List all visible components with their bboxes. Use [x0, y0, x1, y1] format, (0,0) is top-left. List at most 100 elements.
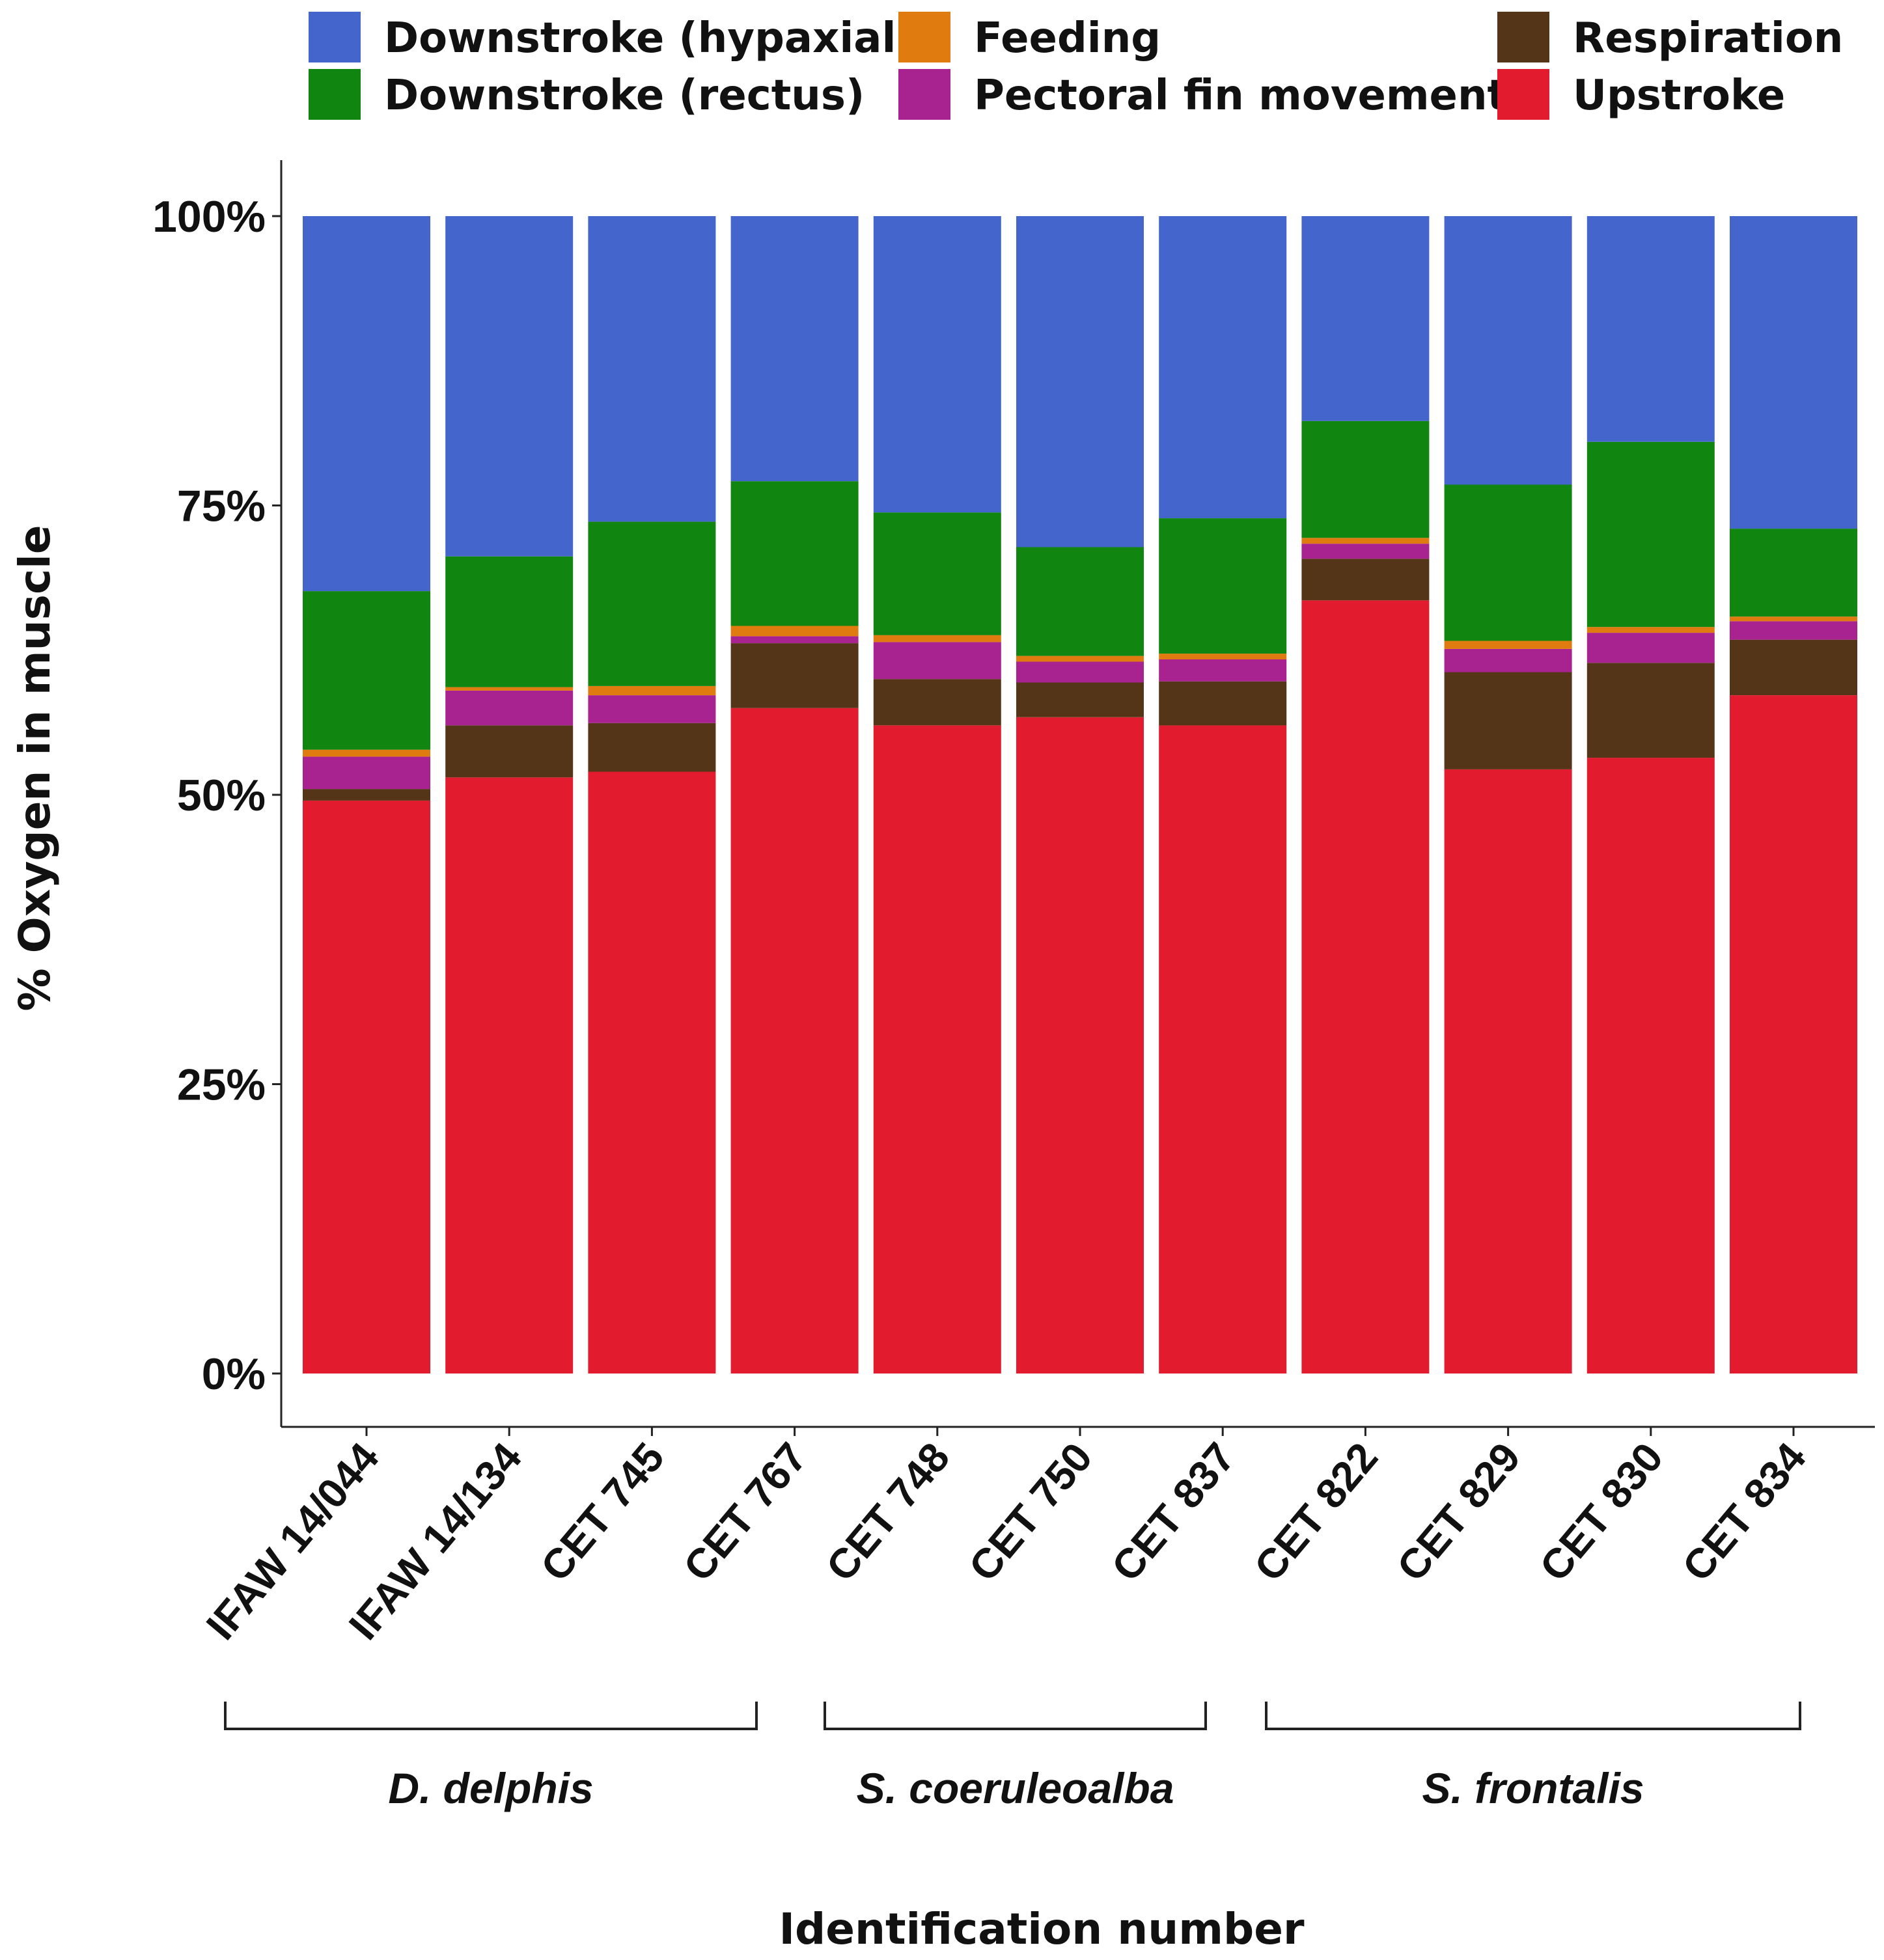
bar-segment-ifaw-14-134-pectoral-fin-movement [445, 691, 574, 726]
bar-segment-cet-830-upstroke [1586, 758, 1715, 1373]
bar-segment-ifaw-14-134-downstroke-hypaxial [445, 216, 574, 557]
bar-segment-cet-829-pectoral-fin-movement [1444, 649, 1572, 672]
bar-segment-ifaw-14-044-upstroke [303, 800, 430, 1373]
bars [303, 216, 1857, 1373]
legend-label-pectoral-fin-movement: Pectoral fin movement [974, 72, 1507, 120]
group-d-delphis: D. delphis [224, 1702, 758, 1812]
bar-segment-cet-822-upstroke [1301, 600, 1430, 1373]
bar-segment-cet-837-pectoral-fin-movement [1159, 659, 1287, 682]
bar-segment-cet-767-respiration [730, 643, 859, 708]
group-bracket-s-coeruleoalba [824, 1702, 1207, 1730]
y-tick-label-2: 50% [177, 771, 266, 820]
bar-segment-cet-829-downstroke-rectus [1444, 484, 1572, 641]
bar-segment-cet-830-pectoral-fin-movement [1586, 633, 1715, 663]
legend-item-downstroke-hypaxial: Downstroke (hypaxial) [309, 12, 915, 62]
bar-segment-cet-745-respiration [588, 723, 716, 772]
bar-segment-cet-829-feeding [1444, 641, 1572, 649]
bar-segment-cet-748-pectoral-fin-movement [873, 642, 1001, 680]
bar-segment-cet-748-respiration [873, 679, 1001, 726]
bar-segment-cet-829-downstroke-hypaxial [1444, 216, 1572, 485]
legend-item-respiration: Respiration [1497, 12, 1843, 62]
bar-segment-cet-830-downstroke-hypaxial [1586, 216, 1715, 442]
bar-segment-ifaw-14-044-downstroke-hypaxial [303, 216, 430, 592]
bar-segment-ifaw-14-044-feeding [303, 749, 430, 757]
bar-segment-cet-834-pectoral-fin-movement [1730, 621, 1857, 640]
bar-segment-cet-829-respiration [1444, 672, 1572, 769]
bar-segment-cet-748-downstroke-hypaxial [873, 216, 1001, 513]
bar-stack-cet-837 [1159, 216, 1287, 1373]
bar-stack-cet-829 [1444, 216, 1572, 1373]
bar-segment-cet-822-downstroke-hypaxial [1301, 216, 1430, 421]
bar-segment-cet-767-downstroke-hypaxial [730, 216, 859, 482]
bar-segment-cet-750-upstroke [1016, 717, 1144, 1373]
bar-segment-cet-834-respiration [1730, 639, 1857, 695]
bar-segment-cet-750-feeding [1016, 656, 1144, 662]
bar-segment-ifaw-14-134-downstroke-rectus [445, 556, 574, 687]
bar-segment-cet-837-upstroke [1159, 725, 1287, 1373]
bar-stack-cet-767 [730, 216, 859, 1373]
bar-segment-cet-837-respiration [1159, 681, 1287, 726]
group-bracket-s-frontalis [1265, 1702, 1801, 1730]
group-label-d-delphis: D. delphis [388, 1764, 593, 1812]
y-tick-label-3: 75% [177, 482, 266, 531]
y-tick-label-0: 0% [202, 1349, 266, 1399]
species-groups: D. delphis S. coeruleoalba S. frontalis [224, 1702, 1801, 1812]
bar-segment-cet-745-pectoral-fin-movement [588, 695, 716, 723]
bar-segment-cet-830-feeding [1586, 627, 1715, 633]
bar-segment-cet-750-downstroke-rectus [1016, 547, 1144, 656]
legend-label-feeding: Feeding [974, 14, 1161, 62]
x-axis-title: Identification number [779, 1904, 1305, 1954]
bar-segment-cet-837-downstroke-rectus [1159, 518, 1287, 654]
legend-item-pectoral-fin-movement: Pectoral fin movement [898, 69, 1507, 120]
legend-item-feeding: Feeding [898, 12, 1161, 62]
bar-segment-cet-750-respiration [1016, 682, 1144, 717]
bar-segment-cet-745-upstroke [588, 771, 716, 1373]
group-bracket-d-delphis [224, 1702, 758, 1730]
bar-segment-cet-748-feeding [873, 635, 1001, 642]
group-s-coeruleoalba: S. coeruleoalba [824, 1702, 1207, 1812]
bar-segment-cet-767-downstroke-rectus [730, 481, 859, 626]
legend-label-downstroke-rectus: Downstroke (rectus) [384, 72, 865, 120]
bar-segment-cet-767-pectoral-fin-movement [730, 636, 859, 644]
group-label-s-frontalis: S. frontalis [1422, 1764, 1644, 1812]
legend-swatch-pectoral-fin-movement [898, 69, 950, 120]
legend-label-upstroke: Upstroke [1573, 72, 1785, 120]
bar-segment-ifaw-14-134-feeding [445, 687, 574, 691]
group-s-frontalis: S. frontalis [1265, 1702, 1801, 1812]
legend-swatch-downstroke-rectus [309, 69, 361, 120]
bar-stack-ifaw-14-134 [445, 216, 574, 1373]
legend-swatch-downstroke-hypaxial [309, 12, 361, 62]
legend: Downstroke (hypaxial) Feeding Respiration D… [309, 12, 1843, 120]
bar-segment-cet-829-upstroke [1444, 769, 1572, 1373]
legend-label-downstroke-hypaxial: Downstroke (hypaxial) [384, 14, 915, 62]
legend-item-upstroke: Upstroke [1497, 69, 1785, 120]
bar-segment-cet-830-respiration [1586, 663, 1715, 758]
bar-segment-ifaw-14-134-respiration [445, 725, 574, 778]
legend-swatch-upstroke [1497, 69, 1549, 120]
bar-stack-cet-750 [1016, 216, 1144, 1373]
bar-segment-cet-834-feeding [1730, 616, 1857, 622]
bar-segment-cet-767-feeding [730, 626, 859, 637]
bar-segment-cet-822-respiration [1301, 559, 1430, 601]
bar-segment-ifaw-14-044-respiration [303, 789, 430, 801]
bar-segment-cet-822-pectoral-fin-movement [1301, 544, 1430, 559]
bar-segment-cet-745-downstroke-rectus [588, 521, 716, 686]
group-label-s-coeruleoalba: S. coeruleoalba [857, 1764, 1174, 1812]
bar-segment-cet-834-downstroke-hypaxial [1730, 216, 1857, 529]
bar-stack-ifaw-14-044 [303, 216, 430, 1373]
y-axis-title: % Oxygen in muscle [10, 525, 60, 1012]
y-tick-label-1: 25% [177, 1060, 266, 1110]
legend-label-respiration: Respiration [1573, 14, 1843, 62]
bar-segment-cet-748-upstroke [873, 725, 1001, 1373]
legend-item-downstroke-rectus: Downstroke (rectus) [309, 69, 865, 120]
bar-segment-cet-837-downstroke-hypaxial [1159, 216, 1287, 519]
bar-stack-cet-834 [1730, 216, 1857, 1373]
bar-segment-ifaw-14-044-pectoral-fin-movement [303, 756, 430, 790]
legend-swatch-feeding [898, 12, 950, 62]
bar-segment-ifaw-14-044-downstroke-rectus [303, 591, 430, 750]
bar-segment-cet-830-downstroke-rectus [1586, 441, 1715, 628]
bar-stack-cet-748 [873, 216, 1001, 1373]
legend-swatch-respiration [1497, 12, 1549, 62]
y-tick-label-4: 100% [152, 192, 266, 242]
bar-segment-ifaw-14-134-upstroke [445, 777, 574, 1373]
